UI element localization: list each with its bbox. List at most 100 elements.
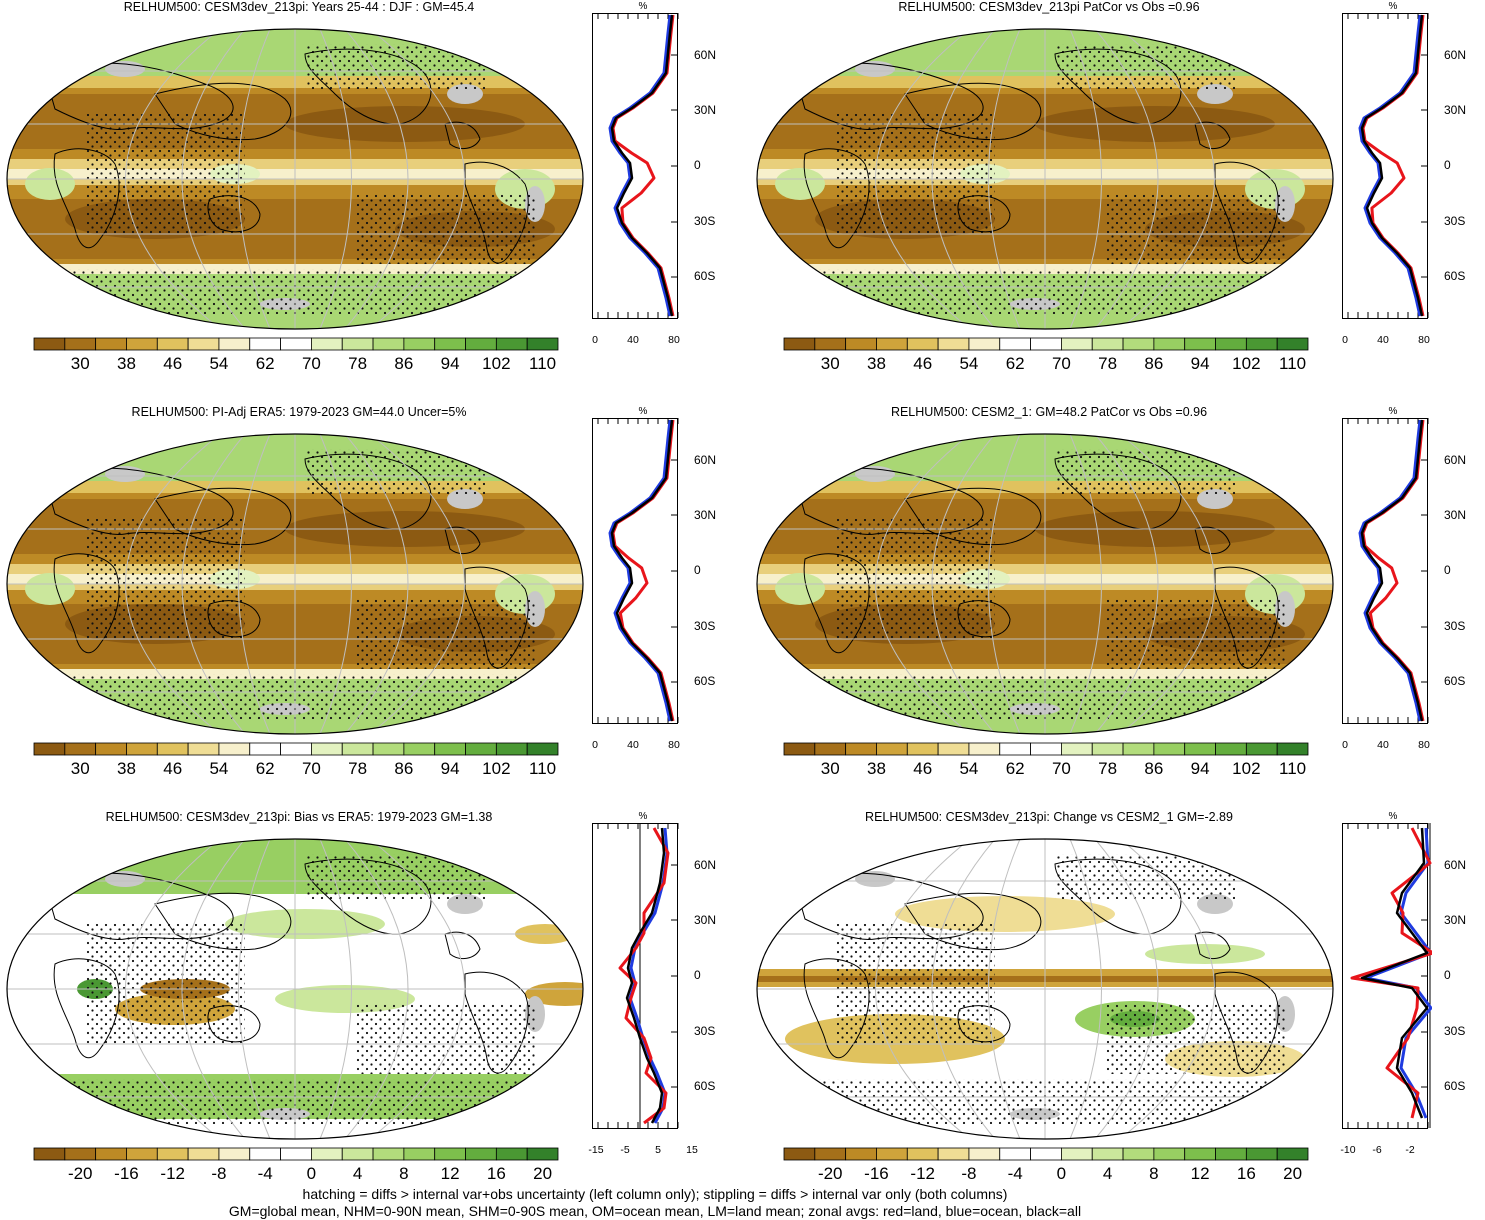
colorbar-swatch bbox=[465, 742, 497, 756]
colorbar-swatch bbox=[1091, 1147, 1124, 1161]
colorbar-swatch bbox=[999, 1147, 1031, 1161]
colorbar-tick-label: 78 bbox=[348, 759, 368, 778]
colorbar-tick-label: 4 bbox=[1102, 1164, 1113, 1183]
zonal-x-tick-label: 80 bbox=[668, 334, 680, 346]
colorbar-labels: -20 -16 -12 -8 -4 0 4 8 12 16 20 bbox=[33, 1164, 559, 1184]
colorbar-swatch bbox=[341, 1147, 374, 1161]
latitude-label: 60S bbox=[694, 674, 716, 688]
zonal-x-tick-label: -10 bbox=[1340, 1144, 1356, 1156]
colorbar-swatch bbox=[1153, 742, 1186, 756]
colorbar-swatch bbox=[1276, 742, 1309, 756]
panel-title: RELHUM500: CESM2_1: GM=48.2 PatCor vs Ob… bbox=[890, 405, 1208, 419]
colorbar-swatch bbox=[937, 337, 970, 351]
colorbar-swatch bbox=[465, 1147, 497, 1161]
colorbar-tick-label: 8 bbox=[1149, 1164, 1159, 1183]
colorbar-swatch bbox=[814, 742, 847, 756]
colorbar-tick-label: 86 bbox=[394, 759, 414, 778]
colorbar-tick-label: 30 bbox=[70, 354, 90, 373]
colorbar-swatch bbox=[1245, 1147, 1278, 1161]
map-panel: RELHUM500: CESM2_1: GM=48.2 PatCor vs Ob… bbox=[750, 405, 1485, 805]
zonal-x-tick-label: -6 bbox=[1372, 1144, 1382, 1156]
colorbar-swatch bbox=[187, 742, 220, 756]
zonal-x-tick-label: 0 bbox=[592, 739, 598, 751]
zonal-x-tick-label: 40 bbox=[1377, 334, 1389, 346]
latitude-label: 0 bbox=[1444, 968, 1451, 982]
colorbar-swatch bbox=[1061, 742, 1093, 756]
colorbar-swatch bbox=[403, 337, 436, 351]
colorbar-tick-label: 62 bbox=[1005, 759, 1025, 778]
zonal-unit-label: % bbox=[638, 1, 648, 12]
footer-line-definitions: GM=global mean, NHM=0-90N mean, SHM=0-90… bbox=[228, 1203, 1082, 1219]
colorbar-tick-label: 94 bbox=[440, 759, 460, 778]
colorbar-tick-label: 46 bbox=[163, 759, 183, 778]
latitude-label: 0 bbox=[1444, 158, 1451, 172]
zonal-unit-label: % bbox=[638, 811, 648, 822]
colorbar-swatch bbox=[1184, 742, 1216, 756]
colorbar-swatch bbox=[126, 1147, 158, 1161]
colorbar-tick-label: 20 bbox=[1283, 1164, 1303, 1183]
latitude-label: 60N bbox=[1444, 48, 1467, 62]
zonal-x-tick-label: -2 bbox=[1405, 1144, 1415, 1156]
colorbar-swatch bbox=[999, 337, 1031, 351]
colorbar-swatch bbox=[33, 1147, 66, 1161]
colorbar-swatch bbox=[845, 337, 877, 351]
colorbar-swatch bbox=[999, 742, 1031, 756]
colorbar-swatch bbox=[495, 1147, 528, 1161]
colorbar-labels: 30 38 46 54 62 70 78 86 94 102 110 bbox=[33, 759, 559, 779]
colorbar-tick-label: 30 bbox=[70, 759, 90, 778]
colorbar-tick-label: 0 bbox=[1056, 1164, 1067, 1183]
colorbar-swatch bbox=[311, 742, 343, 756]
map-panel: RELHUM500: CESM3dev_213pi PatCor vs Obs … bbox=[750, 0, 1485, 400]
colorbar-swatch bbox=[876, 1147, 908, 1161]
colorbar-tick-label: 16 bbox=[1236, 1164, 1256, 1183]
colorbar-tick-label: 54 bbox=[959, 354, 979, 373]
colorbar-tick-label: 94 bbox=[1190, 759, 1210, 778]
colorbar-tick-label: 46 bbox=[913, 354, 933, 373]
colorbar-tick-label: 110 bbox=[1279, 354, 1307, 373]
colorbar-labels: -20 -16 -12 -8 -4 0 4 8 12 16 20 bbox=[783, 1164, 1309, 1184]
zonal-mean-plot bbox=[592, 823, 679, 1129]
colorbar-tick-label: 110 bbox=[529, 759, 557, 778]
colorbar-tick-label: 54 bbox=[209, 354, 229, 373]
colorbar-tick-label: 102 bbox=[1232, 354, 1261, 373]
map-panel: RELHUM500: CESM3dev_213pi: Bias vs ERA5:… bbox=[0, 810, 735, 1210]
zonal-x-tick-label: -15 bbox=[588, 1144, 604, 1156]
colorbar-swatch bbox=[280, 337, 312, 351]
colorbar-swatch bbox=[372, 1147, 405, 1161]
colorbar-swatch bbox=[1030, 1147, 1062, 1161]
colorbar-tick-label: 86 bbox=[1144, 354, 1164, 373]
zonal-mean-plot bbox=[1342, 418, 1429, 724]
colorbar-tick-label: 78 bbox=[1098, 354, 1118, 373]
colorbar-swatch bbox=[1091, 337, 1124, 351]
colorbar-swatch bbox=[495, 337, 528, 351]
colorbar-swatch bbox=[526, 742, 559, 756]
colorbar-swatch bbox=[1061, 1147, 1093, 1161]
colorbar-tick-label: 16 bbox=[486, 1164, 506, 1183]
colorbar-swatch bbox=[1276, 337, 1309, 351]
colorbar-swatch bbox=[1153, 1147, 1186, 1161]
latitude-label: 30S bbox=[694, 619, 716, 633]
colorbar-swatch bbox=[434, 1147, 466, 1161]
colorbar-tick-label: 30 bbox=[820, 354, 840, 373]
colorbar-swatch bbox=[1030, 337, 1062, 351]
colorbar-swatch bbox=[1122, 1147, 1155, 1161]
colorbar-labels: 30 38 46 54 62 70 78 86 94 102 110 bbox=[783, 354, 1309, 374]
colorbar-tick-label: 4 bbox=[352, 1164, 363, 1183]
colorbar-swatch bbox=[126, 742, 158, 756]
colorbar-tick-label: 38 bbox=[867, 759, 886, 778]
colorbar-labels: 30 38 46 54 62 70 78 86 94 102 110 bbox=[33, 354, 559, 374]
colorbar-swatch bbox=[1122, 742, 1155, 756]
colorbar-swatch bbox=[126, 337, 158, 351]
colorbar-tick-label: 46 bbox=[913, 759, 933, 778]
latitude-label: 60N bbox=[694, 858, 717, 872]
latitude-label: 30N bbox=[1444, 913, 1467, 927]
zonal-x-tick-label: -5 bbox=[620, 1144, 630, 1156]
colorbar-swatch bbox=[1215, 1147, 1247, 1161]
colorbar-tick-label: 12 bbox=[1190, 1164, 1210, 1183]
colorbar-swatch bbox=[1122, 337, 1155, 351]
colorbar-swatch bbox=[906, 742, 939, 756]
colorbar-swatch bbox=[845, 742, 877, 756]
colorbar-tick-label: -4 bbox=[1007, 1164, 1023, 1183]
latitude-label: 60N bbox=[1444, 858, 1467, 872]
colorbar-swatch bbox=[403, 1147, 436, 1161]
